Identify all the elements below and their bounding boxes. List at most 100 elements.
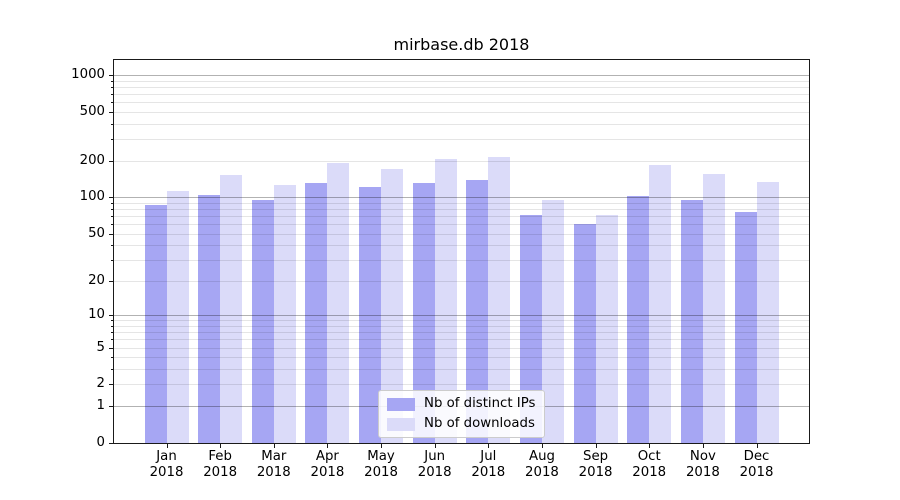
x-tick-label-month: Nov — [689, 449, 716, 464]
x-tick-label: Mar 2018 — [242, 449, 306, 481]
x-tick-label: Sep 2018 — [564, 449, 628, 481]
y-minor-tick-mark — [111, 208, 113, 210]
bar-distinct-ips — [251, 200, 274, 443]
x-tick-label: Oct 2018 — [617, 449, 681, 481]
bar-downloads — [702, 173, 725, 443]
x-tick-label-month: Mar — [261, 449, 287, 464]
x-tick-label: Aug 2018 — [510, 449, 574, 481]
y-minor-tick-mark — [111, 86, 113, 88]
y-minor-tick-mark — [111, 339, 113, 341]
bar-downloads — [166, 191, 189, 443]
gridline-major — [114, 75, 809, 76]
x-tick-mark — [756, 444, 758, 448]
gridline-minor — [114, 347, 809, 349]
y-tick-mark — [109, 111, 113, 113]
x-tick-label-year: 2018 — [525, 465, 559, 480]
bar-downloads — [649, 165, 672, 443]
bar-distinct-ips — [359, 187, 382, 443]
bar-distinct-ips — [734, 211, 757, 443]
gridline-minor — [114, 280, 809, 282]
gridline-minor — [114, 339, 809, 341]
y-minor-tick-mark — [111, 202, 113, 204]
gridline-minor — [114, 93, 809, 95]
bar-distinct-ips — [519, 215, 542, 443]
x-tick-label-year: 2018 — [364, 465, 398, 480]
x-tick-label-month: Feb — [208, 449, 232, 464]
legend-item-distinct-ips: Nb of distinct IPs — [387, 395, 536, 413]
bar-downloads — [327, 163, 350, 443]
y-minor-tick-mark — [111, 139, 113, 140]
bar-distinct-ips — [680, 200, 703, 443]
y-minor-tick-mark — [111, 224, 113, 226]
y-minor-tick-mark — [111, 245, 113, 247]
x-tick-label-month: Jan — [156, 449, 177, 464]
x-tick-mark — [220, 444, 222, 448]
x-tick-mark — [273, 444, 275, 448]
gridline-minor — [114, 86, 809, 88]
y-tick-mark — [109, 443, 113, 444]
x-tick-label-year: 2018 — [471, 465, 506, 480]
chart-title: mirbase.db 2018 — [393, 35, 530, 54]
bar-downloads — [488, 156, 511, 443]
gridline-minor — [114, 111, 809, 113]
gridline-minor — [114, 215, 809, 217]
y-minor-tick-mark — [111, 357, 113, 359]
gridline-minor — [114, 202, 809, 204]
x-tick-label-month: May — [367, 449, 395, 464]
bar-downloads — [434, 159, 457, 443]
bar-downloads — [220, 174, 243, 443]
x-tick-label-year: 2018 — [685, 465, 720, 480]
x-tick-label: Jul 2018 — [456, 449, 520, 481]
bar-downloads — [541, 200, 564, 443]
x-tick-label: Jan 2018 — [135, 449, 199, 481]
bar-distinct-ips — [412, 183, 435, 443]
x-tick-label-year: 2018 — [739, 465, 774, 480]
x-tick-label: Dec 2018 — [725, 449, 789, 481]
x-tick-label-year: 2018 — [310, 465, 345, 480]
x-tick-label-year: 2018 — [149, 465, 184, 480]
legend-swatch-distinct-ips — [387, 397, 415, 411]
gridline-minor — [114, 384, 809, 386]
x-tick-mark — [541, 444, 543, 448]
y-minor-tick-mark — [111, 123, 113, 125]
y-tick-mark — [109, 315, 113, 317]
legend-label-downloads: Nb of downloads — [424, 416, 535, 431]
gridline-major — [114, 197, 809, 199]
y-tick-mark — [109, 233, 113, 235]
bar-distinct-ips — [627, 196, 650, 443]
x-tick-label: May 2018 — [349, 449, 413, 481]
x-tick-label-year: 2018 — [417, 465, 452, 480]
x-tick-label-month: Oct — [637, 449, 661, 464]
x-tick-label-month: Sep — [583, 449, 609, 464]
gridline-major — [114, 315, 809, 317]
x-tick-label-year: 2018 — [632, 465, 667, 480]
x-tick-mark — [434, 444, 436, 448]
y-tick-label: 100 — [79, 189, 105, 205]
gridline-minor — [114, 245, 809, 247]
gridline-minor — [114, 224, 809, 226]
y-tick-mark — [109, 160, 113, 162]
x-tick-mark — [649, 444, 651, 448]
y-tick-label: 500 — [79, 103, 105, 119]
legend-swatch-downloads — [387, 417, 415, 431]
gridline-minor — [114, 208, 809, 210]
x-tick-label-month: Jul — [480, 449, 497, 464]
legend-label-distinct-ips: Nb of distinct IPs — [424, 396, 536, 411]
y-tick-label: 200 — [79, 152, 105, 168]
x-tick-label: Jun 2018 — [403, 449, 467, 481]
x-tick-mark — [595, 444, 597, 448]
gridline-minor — [114, 233, 809, 235]
gridline-minor — [114, 102, 809, 104]
y-tick-mark — [109, 347, 113, 349]
y-tick-label: 20 — [88, 272, 105, 288]
x-tick-mark — [702, 444, 704, 448]
gridline-minor — [114, 369, 809, 371]
x-tick-mark — [381, 444, 383, 448]
x-tick-label: Apr 2018 — [295, 449, 359, 481]
y-minor-tick-mark — [111, 215, 113, 217]
gridline-minor — [114, 332, 809, 334]
y-minor-tick-mark — [111, 102, 113, 104]
y-tick-label: 1 — [96, 398, 105, 414]
x-tick-label: Nov 2018 — [671, 449, 735, 481]
